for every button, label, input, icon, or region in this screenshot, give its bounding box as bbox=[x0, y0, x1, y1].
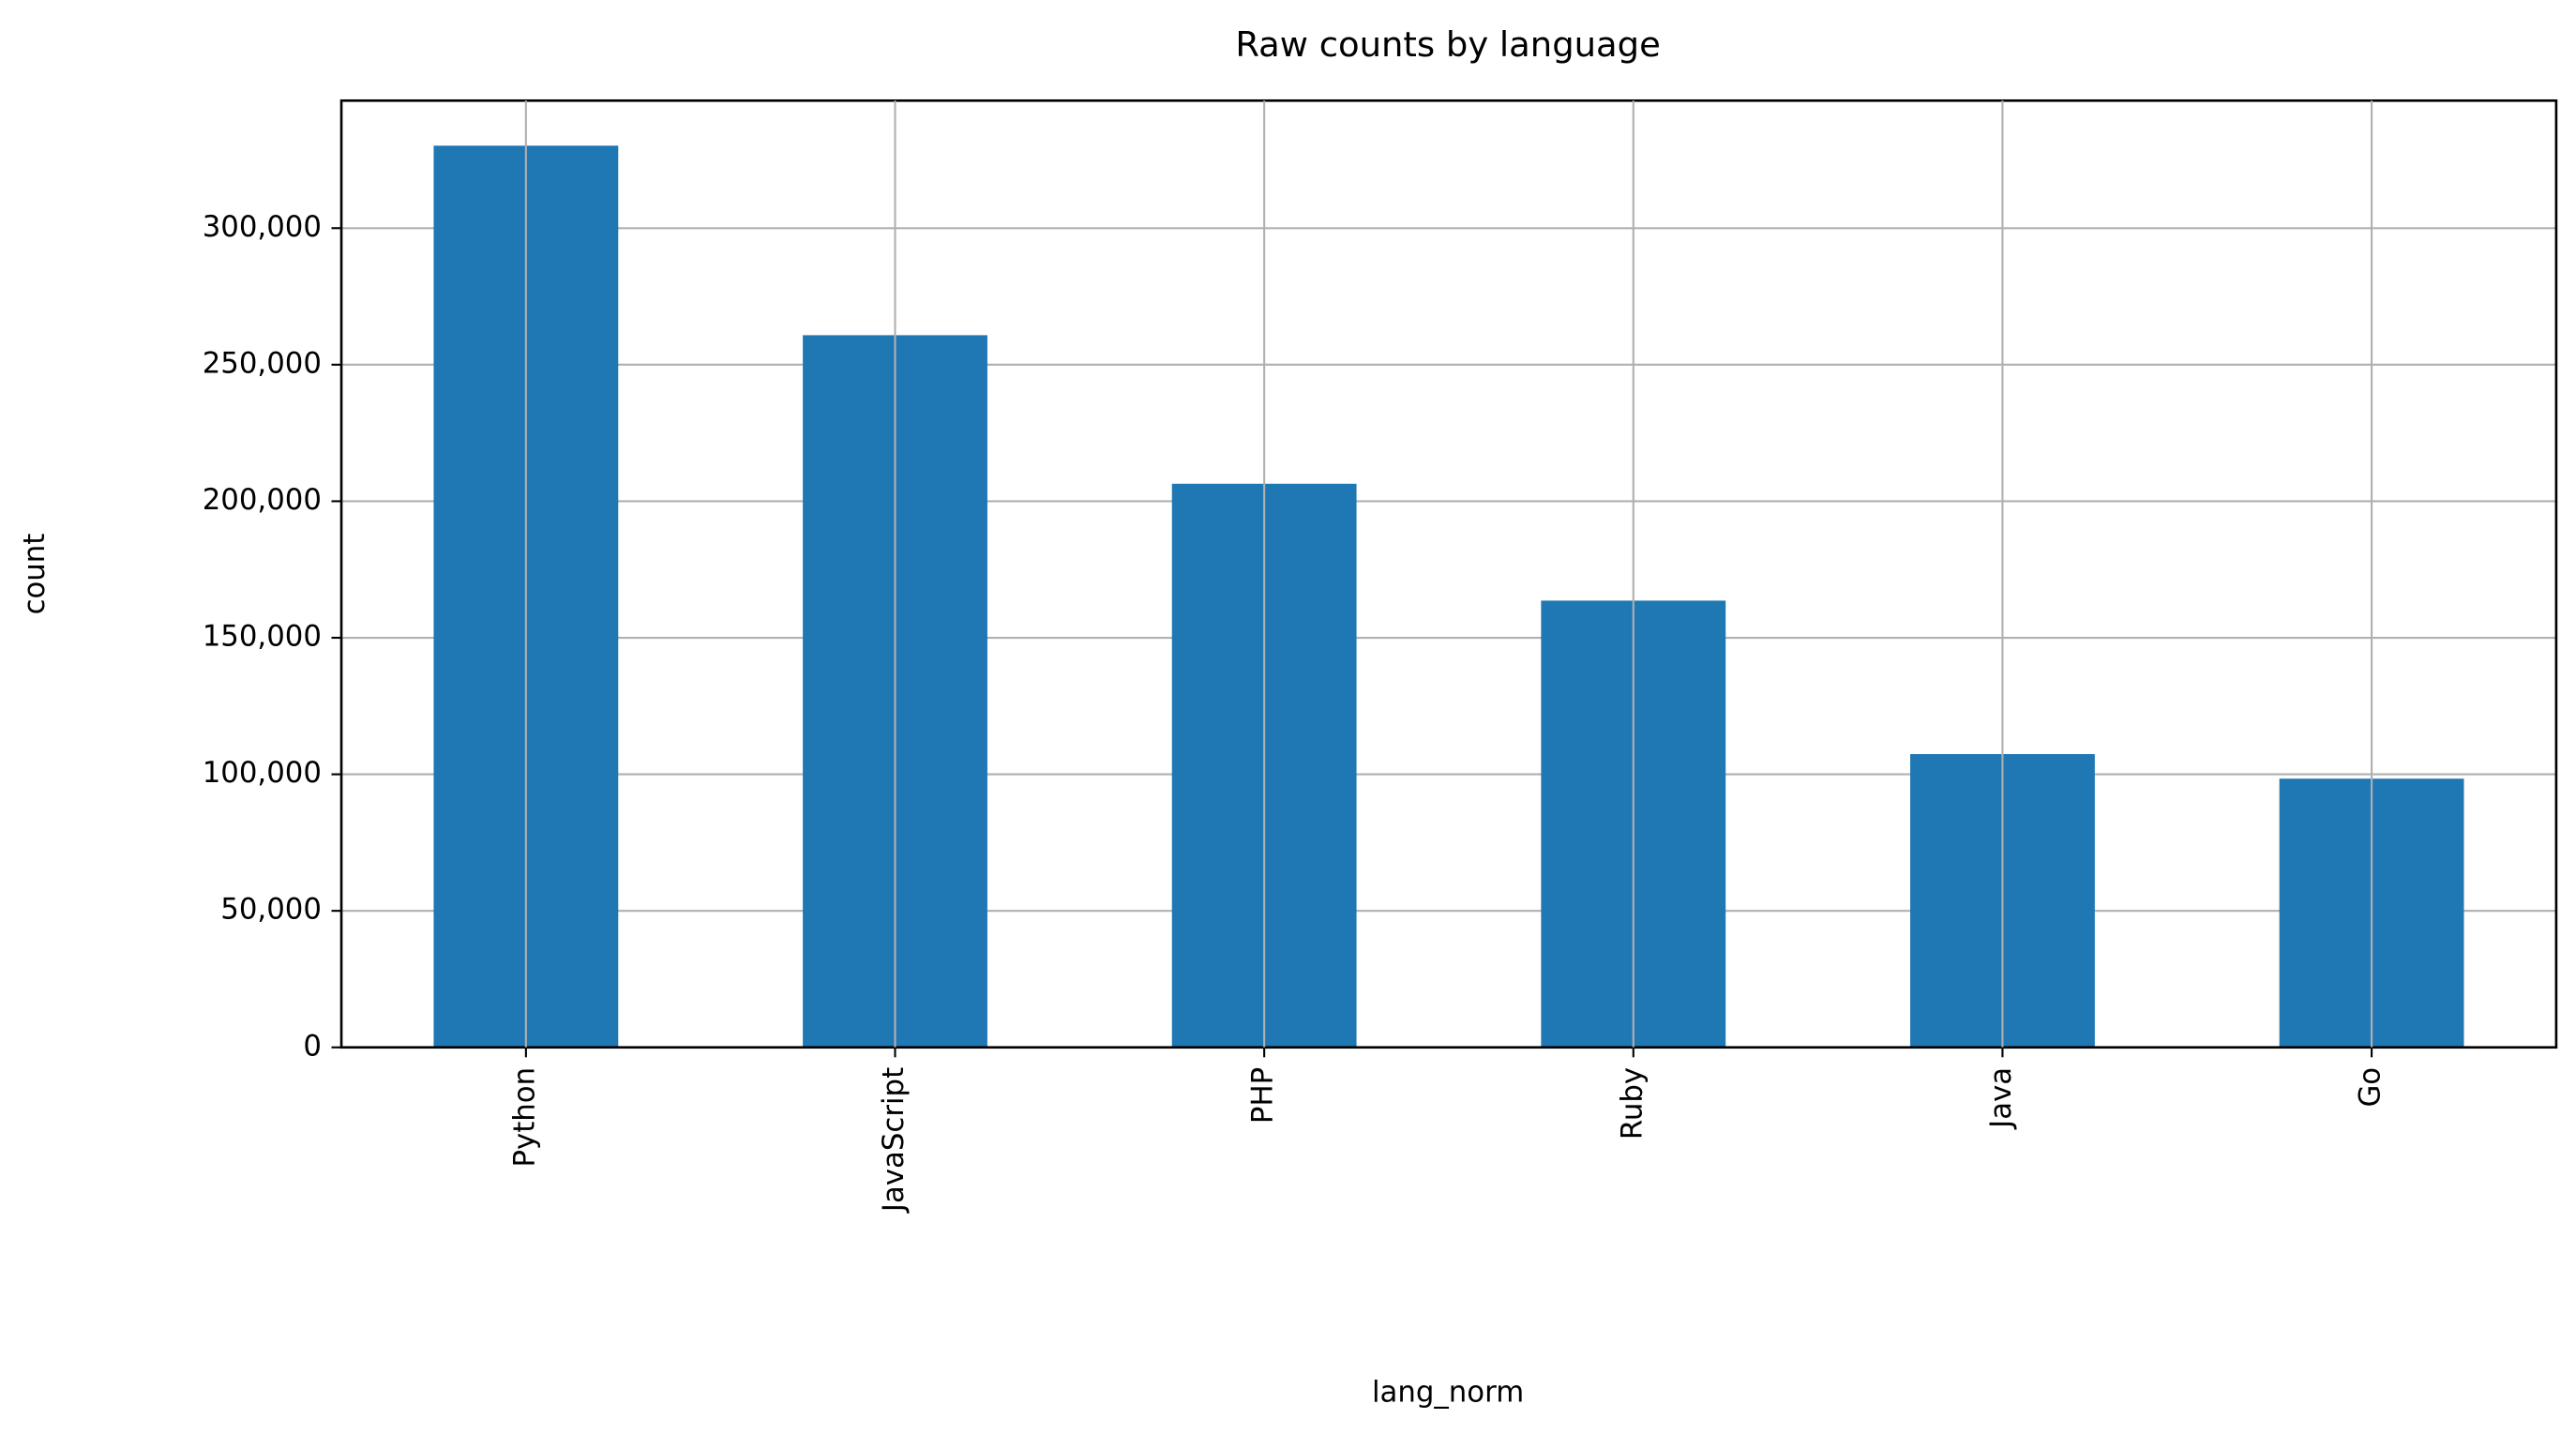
y-tick-label: 50,000 bbox=[220, 893, 322, 927]
chart-title: Raw counts by language bbox=[1235, 24, 1660, 65]
y-tick-label: 300,000 bbox=[203, 210, 322, 244]
y-tick-label: 150,000 bbox=[203, 620, 322, 654]
x-tick-label: Python bbox=[507, 1067, 541, 1168]
x-tick-label: Go bbox=[2354, 1067, 2388, 1108]
axes-frame bbox=[339, 98, 2558, 1049]
y-tick-label: 200,000 bbox=[203, 483, 322, 517]
y-axis-label: count bbox=[18, 534, 52, 615]
x-tick-label: Java bbox=[1984, 1067, 2018, 1130]
y-tick-label: 0 bbox=[303, 1029, 322, 1063]
x-tick-label: PHP bbox=[1246, 1067, 1280, 1124]
x-axis-label: lang_norm bbox=[1372, 1376, 1524, 1410]
y-tick-label: 250,000 bbox=[203, 346, 322, 380]
y-tick-label: 100,000 bbox=[203, 756, 322, 790]
x-tick-label: Ruby bbox=[1615, 1067, 1649, 1140]
x-tick-label: JavaScript bbox=[877, 1067, 911, 1214]
